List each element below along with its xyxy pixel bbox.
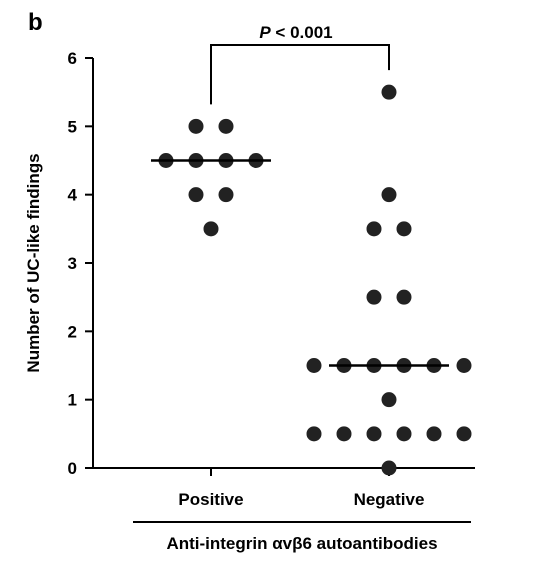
bracket-line xyxy=(210,44,390,105)
y-tick-label: 6 xyxy=(68,49,77,68)
data-point xyxy=(306,426,322,442)
y-tick-label: 3 xyxy=(68,254,77,273)
data-point xyxy=(396,221,412,237)
data-point xyxy=(426,426,442,442)
data-point xyxy=(396,289,412,305)
data-point xyxy=(381,460,397,476)
median-lines xyxy=(151,159,449,367)
y-tick-label: 4 xyxy=(68,186,78,205)
data-point xyxy=(381,392,397,408)
category-labels: Positive Negative xyxy=(178,490,424,509)
data-point xyxy=(218,118,234,134)
data-point xyxy=(366,221,382,237)
data-point xyxy=(188,118,204,134)
data-point xyxy=(306,358,322,373)
significance-bracket: P < 0.001 xyxy=(210,23,390,105)
y-axis-label: Number of UC-like findings xyxy=(24,153,43,372)
data-point xyxy=(218,187,234,203)
panel-label: b xyxy=(28,9,43,36)
data-point xyxy=(188,187,204,203)
data-point xyxy=(381,84,397,100)
data-point xyxy=(336,426,352,442)
y-tick-label: 2 xyxy=(68,322,77,341)
p-value-label: P < 0.001 xyxy=(259,23,332,42)
p-value-text: < 0.001 xyxy=(271,23,333,42)
data-point xyxy=(366,289,382,305)
data-point xyxy=(381,187,397,203)
x-axis xyxy=(93,467,475,476)
y-tick-label: 1 xyxy=(68,391,77,410)
x-category-label: Positive xyxy=(178,490,243,509)
y-tick-label: 5 xyxy=(68,117,77,136)
group-label: Anti-integrin αvβ6 autoantibodies xyxy=(166,534,437,553)
data-point xyxy=(456,426,472,442)
data-point xyxy=(366,426,382,442)
data-points xyxy=(158,84,472,476)
p-symbol: P xyxy=(259,23,271,42)
data-point xyxy=(396,426,412,442)
y-tick-group: 0 1 2 3 4 5 6 xyxy=(68,49,93,478)
data-point xyxy=(203,221,219,237)
data-point xyxy=(456,358,472,373)
y-tick-label: 0 xyxy=(68,459,77,478)
x-category-label: Negative xyxy=(354,490,425,509)
